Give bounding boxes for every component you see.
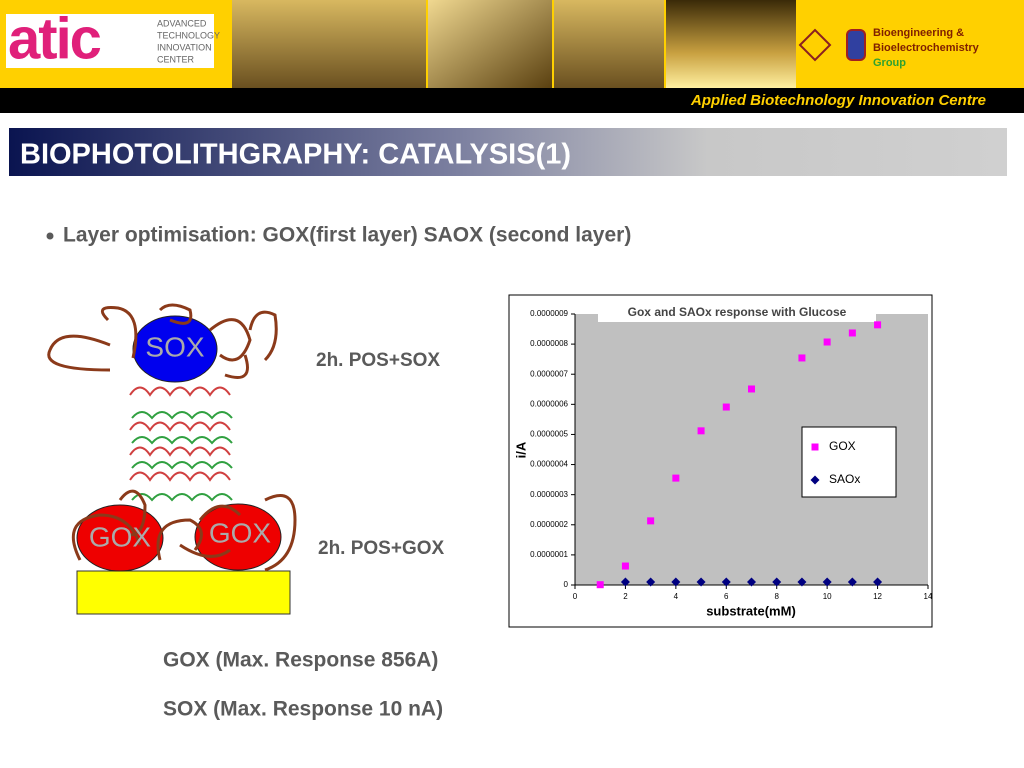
- y-axis-label: i/A: [513, 441, 528, 458]
- note: GOX (Max. Response 856A): [163, 649, 438, 672]
- legend-label: GOX: [829, 439, 856, 453]
- logo: atic: [8, 6, 101, 71]
- group-text: Bioelectrochemistry: [873, 42, 980, 54]
- point: [748, 385, 755, 393]
- x-tick-label: 8: [774, 592, 779, 601]
- enzyme-label: GOX: [89, 521, 152, 552]
- point: [847, 577, 857, 587]
- enzyme-label: SOX: [145, 331, 204, 362]
- legend: [801, 426, 897, 498]
- x-tick-label: 14: [924, 592, 933, 601]
- point: [797, 577, 807, 587]
- x-axis-label: substrate(mM): [706, 603, 796, 618]
- photo: [428, 0, 552, 88]
- title-bar: [9, 128, 1007, 176]
- logo-text: TECHNOLOGY: [157, 30, 220, 40]
- enzyme-label: GOX: [209, 517, 272, 548]
- logo-box: [6, 14, 214, 68]
- logo-text: ADVANCED: [157, 18, 207, 28]
- point: [596, 581, 604, 589]
- logo-text: INNOVATION: [157, 42, 212, 52]
- point: [647, 517, 655, 525]
- y-tick-label: 0.0000003: [530, 490, 568, 499]
- point: [722, 403, 730, 411]
- y-tick-label: 0: [564, 580, 569, 589]
- y-tick-label: 0.0000009: [530, 309, 568, 318]
- group-text: Group: [873, 57, 906, 69]
- photo: [232, 0, 426, 88]
- photo: [554, 0, 664, 88]
- y-tick-label: 0.0000005: [530, 430, 568, 439]
- legend-marker: [810, 475, 820, 485]
- y-tick-label: 0.0000004: [530, 460, 568, 469]
- layer-label: 2h. POS+GOX: [318, 538, 445, 559]
- point: [772, 577, 782, 587]
- x-tick-label: 12: [873, 592, 882, 601]
- x-tick-label: 4: [674, 592, 679, 601]
- y-tick-label: 0.0000007: [530, 369, 568, 378]
- point: [696, 577, 706, 587]
- note: SOX (Max. Response 10 nA): [163, 698, 443, 721]
- x-tick-label: 2: [623, 592, 628, 601]
- point: [646, 577, 656, 587]
- diagram: [47, 303, 297, 615]
- point: [671, 577, 681, 587]
- point: [823, 338, 831, 346]
- banner-bg: [0, 88, 1024, 113]
- group-text: Bioengineering &: [873, 27, 964, 39]
- y-tick-label: 0.0000001: [530, 550, 568, 559]
- banner: Applied Biotechnology Innovation Centre: [690, 92, 986, 109]
- point: [822, 577, 832, 587]
- group-logo-icon: [798, 28, 866, 62]
- x-tick-label: 6: [724, 592, 729, 601]
- point: [873, 577, 883, 587]
- point: [798, 354, 806, 362]
- bullet-text: Layer optimisation: GOX(first layer) SAO…: [63, 224, 631, 247]
- legend-label: SAOx: [829, 472, 860, 486]
- bullet-dot: [46, 232, 54, 240]
- chart-title-box: [598, 303, 876, 322]
- point: [620, 577, 630, 587]
- photo: [666, 0, 796, 88]
- point: [874, 321, 882, 329]
- legend-marker: [811, 443, 819, 451]
- x-tick-label: 0: [573, 592, 578, 601]
- point: [621, 562, 629, 570]
- point: [697, 427, 705, 435]
- y-tick-label: 0.0000006: [530, 399, 568, 408]
- x-tick-label: 10: [823, 592, 832, 601]
- chart-title: Gox and SAOx response with Glucose: [628, 305, 847, 319]
- point: [848, 329, 856, 337]
- layer-label: 2h. POS+SOX: [316, 350, 440, 371]
- slide-title: BIOPHOTOLITHGRAPHY: CATALYSIS(1): [20, 139, 571, 171]
- point: [672, 474, 680, 482]
- y-tick-label: 0.0000002: [530, 520, 568, 529]
- logo-text: CENTER: [157, 54, 195, 64]
- point: [747, 577, 756, 587]
- point: [721, 577, 731, 587]
- y-tick-label: 0.0000008: [530, 339, 568, 348]
